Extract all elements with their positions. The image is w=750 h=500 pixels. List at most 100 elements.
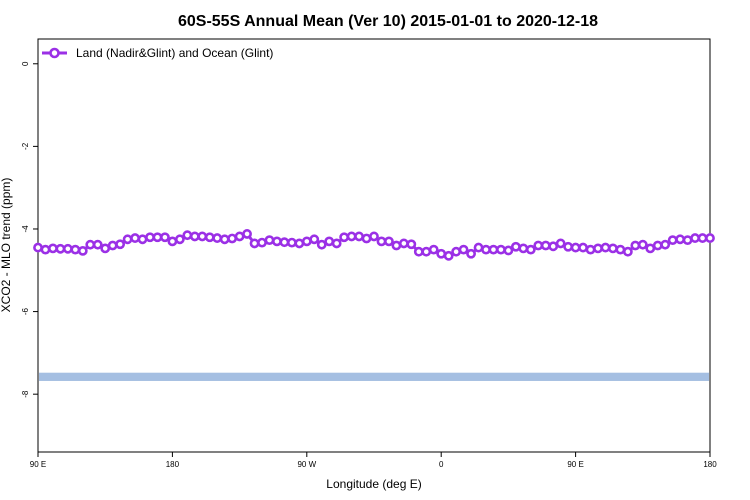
data-point	[354, 231, 364, 242]
data-point	[637, 239, 648, 250]
y-tick-label: -2	[21, 142, 30, 150]
data-point	[496, 244, 506, 255]
data-point	[548, 241, 559, 252]
y-axis: 0 -2 -4 -6 -8	[21, 61, 38, 398]
data-point	[615, 244, 626, 255]
data-point	[145, 232, 155, 243]
data-point	[197, 231, 208, 242]
data-point	[316, 239, 327, 250]
data-point	[652, 240, 663, 251]
data-point	[115, 239, 126, 250]
data-point	[563, 241, 574, 252]
data-point	[473, 242, 484, 253]
x-tick-label: 90 W	[297, 460, 316, 469]
data-point	[428, 244, 439, 255]
y-tick-label: -8	[21, 390, 30, 398]
data-point	[331, 238, 342, 249]
x-axis: 90 E 180 90 W 0 90 E 180	[30, 452, 717, 469]
data-point	[682, 235, 693, 246]
band-layer	[39, 372, 709, 381]
data-point	[436, 248, 447, 259]
data-point	[346, 231, 357, 242]
data-point	[272, 236, 282, 247]
data-point	[309, 234, 320, 245]
data-point	[555, 238, 566, 249]
x-tick-label: 180	[703, 460, 717, 469]
data-point	[286, 237, 297, 248]
marker-layer	[33, 229, 715, 261]
data-point	[100, 243, 111, 254]
data-point	[660, 239, 671, 250]
data-point	[167, 236, 178, 247]
data-point	[361, 233, 372, 244]
data-point	[257, 237, 267, 248]
data-point	[219, 234, 230, 245]
data-point	[690, 233, 700, 243]
data-point	[481, 244, 491, 255]
data-point	[570, 242, 581, 253]
data-point	[518, 243, 529, 254]
data-point	[451, 246, 462, 257]
y-tick-label: -4	[21, 225, 30, 233]
data-point	[55, 243, 66, 254]
data-point	[369, 231, 379, 242]
data-point	[384, 236, 394, 247]
data-point	[421, 246, 432, 257]
data-point	[77, 245, 88, 256]
data-point	[174, 234, 185, 245]
data-point	[189, 231, 200, 242]
data-point	[533, 240, 544, 251]
x-axis-label: Longitude (deg E)	[326, 477, 421, 491]
data-point	[413, 246, 424, 257]
data-point	[33, 242, 43, 253]
data-point	[593, 243, 603, 254]
data-point	[242, 229, 252, 239]
x-tick-label: 0	[439, 460, 444, 469]
data-point	[339, 232, 350, 243]
data-point	[48, 243, 58, 254]
data-point	[249, 238, 260, 249]
data-point	[279, 237, 290, 248]
legend-entry: Land (Nadir&Glint) and Ocean (Glint)	[76, 46, 273, 60]
data-point	[160, 232, 170, 243]
data-point	[85, 239, 96, 250]
data-point	[398, 238, 409, 249]
y-tick-label: 0	[21, 61, 30, 66]
y-axis-label: XCO2 - MLO trend (ppm)	[0, 178, 13, 313]
data-point	[62, 243, 73, 254]
data-point	[391, 240, 402, 251]
reference-band	[39, 372, 709, 381]
data-point	[40, 244, 51, 255]
legend-marker	[49, 47, 60, 59]
data-point	[264, 235, 275, 246]
data-point	[608, 243, 618, 254]
data-point	[137, 234, 148, 245]
data-point	[667, 235, 678, 246]
data-point	[503, 245, 514, 256]
data-point	[301, 236, 312, 247]
data-point	[406, 239, 417, 250]
data-point	[600, 242, 611, 253]
y-tick-label: -6	[21, 307, 30, 315]
data-point	[443, 250, 454, 261]
data-point	[525, 244, 536, 255]
data-point	[107, 240, 118, 251]
data-point	[130, 233, 140, 243]
data-point	[204, 232, 215, 243]
data-point	[645, 243, 656, 254]
legend: Land (Nadir&Glint) and Ocean (Glint)	[42, 46, 273, 60]
chart-title: 60S-55S Annual Mean (Ver 10) 2015-01-01 …	[178, 13, 598, 30]
data-point	[458, 244, 469, 255]
data-point	[294, 238, 305, 249]
data-point	[630, 240, 641, 251]
data-point	[152, 232, 163, 243]
data-point	[122, 234, 133, 245]
data-point	[376, 236, 387, 247]
x-tick-label: 90 E	[30, 460, 46, 469]
data-point	[697, 233, 708, 243]
data-point	[182, 230, 193, 241]
data-point	[540, 240, 551, 251]
data-point	[488, 244, 499, 255]
data-point	[324, 236, 335, 247]
